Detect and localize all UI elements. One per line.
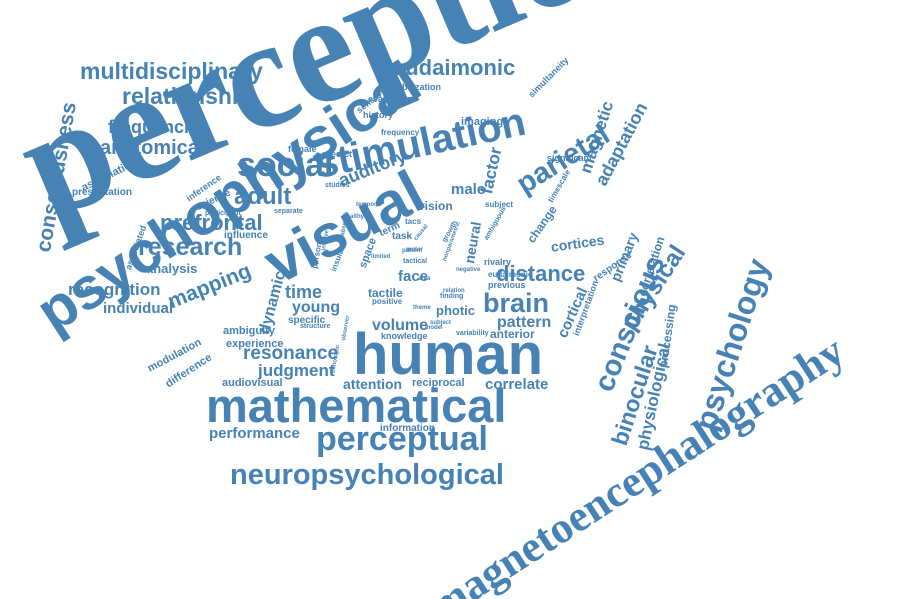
word-factor: factor [477,145,506,196]
word-reciprocal: reciprocal [412,377,465,389]
word-cortices: cortices [549,231,606,255]
word-studies: studies [325,182,350,189]
word-recognition: recognition [68,280,161,299]
word-predict: predict [322,149,353,159]
word-judgment: judgment [258,361,335,380]
word-individual: individual [103,300,174,317]
word-task: task [392,231,413,242]
word-influence: influence [224,230,268,241]
word-motor: motor [406,247,423,253]
word-significant: significant [547,153,593,163]
word-male: male [451,181,486,198]
word-knowledge: knowledge [381,331,428,341]
word-tactile: tactile [368,286,403,300]
word-vision: vision [418,199,453,213]
word-photic: photic [436,303,475,318]
word-tactical: tactical [403,258,428,265]
word-relation: relation [443,288,465,294]
word-scale: scale [385,217,401,223]
word-specific: specific [288,315,326,326]
word-distance: distance [496,261,586,286]
word-social: social [237,146,334,184]
word-audiovisual: audiovisual [222,377,283,389]
word-human: human [353,322,544,387]
word-research: research [138,233,243,261]
word-pattern: pattern [497,314,552,331]
word-structure: structure [300,323,331,330]
word-face: face [398,268,429,285]
word-variability: variability [456,330,489,337]
word-information: information [380,423,435,434]
word-presentation: presentation [72,187,133,198]
word-eudaimonic: eudaimonic [393,55,516,80]
word-prefrontal: prefrontal [160,210,263,235]
word-limited: limited [371,254,391,260]
word-finding: finding [440,293,464,300]
word-imaging: imaging [461,116,504,128]
word-perceptual: perceptual [316,420,488,458]
word-simultaneity: simultaneity [526,55,571,100]
word-theme: theme [413,305,431,311]
word-young: young [292,299,340,316]
word-adult: adult [234,183,292,210]
word-frequencies: frequencies [108,117,210,137]
word-subject-small: subject [430,320,452,326]
word-evaluation: evaluation [368,94,413,104]
word-anterior: anterior [490,327,535,341]
word-performance: performance [209,425,300,442]
word-volume: volume [372,317,429,334]
word-area: area [418,276,431,282]
word-correlate: correlate [485,376,549,393]
word-previous: previous [488,280,526,290]
word-tacs: tacs [405,217,422,226]
word-experience: experience [226,338,284,350]
word-model: model [425,325,443,331]
word-subject: subject [485,200,514,209]
word-frequency: frequency [381,128,420,137]
word-observer: observer [341,315,352,342]
word-history: history [363,110,394,120]
word-mathematical: mathematical [206,379,507,432]
word-time: time [285,282,323,302]
word-participant: participant [205,210,241,217]
word-rivalry: rivalry [484,257,512,267]
word-female: female [288,144,317,154]
word-analysis: analysis [146,261,198,276]
word-attention: attention [343,376,403,392]
word-relationship: relationship [122,83,253,109]
word-ambiguous: ambiguous [483,205,508,242]
word-positive: positive [372,297,403,306]
word-stabilization: stabilization [389,82,442,92]
word-healthy: healthy [343,214,365,220]
word-processing: processing [656,303,679,369]
word-pattern-small: pattern [402,248,423,254]
word-multidisciplinary: multidisciplinary [80,58,263,84]
word-separate: separate [274,208,303,215]
word-resonance: resonance [243,343,339,364]
word-neuropsychological: neuropsychological [230,459,504,491]
word-temporal: temporal [356,202,382,208]
word-brain: brain [483,288,550,318]
word-ambiguity: ambiguity [223,325,275,337]
word-anatomical: anatomical [100,137,205,159]
word-eudaimonia: eudaimonic [488,270,533,279]
word-negative: negative [456,267,481,273]
word-neural: neural [461,220,485,265]
